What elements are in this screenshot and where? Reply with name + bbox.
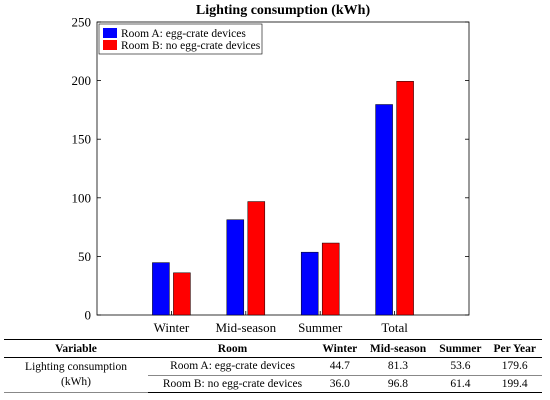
- bar-room-b-winter: [173, 272, 191, 316]
- bar-room-b-mid-season: [247, 201, 266, 316]
- mid-season-cell: 81.3: [362, 357, 434, 376]
- x-tick-label: Total: [381, 320, 408, 335]
- winter-cell: 36.0: [329, 377, 350, 390]
- x-axis: Winter Mid-season Summer Total: [154, 311, 408, 335]
- bar-room-a-winter: [152, 262, 170, 316]
- summer-cell: 53.6: [433, 357, 488, 376]
- per-year-cell: 179.6: [487, 357, 542, 376]
- data-table: Variable Room Winter Mid-season Summer P…: [4, 339, 542, 393]
- header-summer: Summer: [439, 343, 482, 355]
- legend-swatch-room-b: [103, 40, 117, 50]
- table-row: Lighting consumption (kWh) Room A: egg-c…: [4, 357, 542, 393]
- winter-cell: 44.7: [317, 357, 363, 376]
- y-tick-label: 250: [72, 15, 92, 30]
- legend-label-room-b: Room B: no egg-crate devices: [121, 40, 261, 52]
- y-tick-label: 50: [78, 249, 91, 264]
- bar-chart: Lighting consumption (kWh) 0 50 100 150 200 2…: [72, 3, 470, 335]
- legend-box: [98, 23, 263, 55]
- bar-room-b-total: [396, 81, 414, 316]
- room-cell: Room B: no egg-crate devices: [162, 377, 303, 390]
- mid-season-cell: 96.8: [387, 377, 409, 390]
- table-header-row: Variable Room Winter Mid-season Summer P…: [4, 339, 542, 358]
- variable-cell: Lighting consumption (kWh): [4, 357, 148, 393]
- x-tick-label: Summer: [298, 320, 343, 335]
- table-row: Room B: no egg-crate devices 36.0 96.8 6…: [4, 375, 542, 393]
- y-tick-label: 150: [72, 132, 92, 147]
- room-cell: Room A: egg-crate devices: [148, 357, 317, 376]
- per-year-cell: 199.4: [501, 377, 528, 390]
- x-tick-label: Winter: [154, 320, 190, 335]
- header-room: Room: [217, 343, 248, 355]
- header-per-year: Per Year: [493, 343, 536, 355]
- summer-cell: 61.4: [450, 377, 471, 390]
- legend-label-room-a: Room A: egg-crate devices: [121, 28, 246, 40]
- y-tick-label: 0: [85, 308, 92, 323]
- bar-room-a-mid-season: [226, 219, 245, 316]
- y-tick-label: 200: [72, 73, 92, 88]
- y-tick-label: 100: [72, 190, 92, 205]
- variable-line-2: (kWh): [60, 376, 91, 388]
- legend-swatch-room-a: [103, 28, 117, 38]
- x-tick-label: Mid-season: [215, 320, 276, 335]
- header-mid-season: Mid-season: [369, 343, 427, 355]
- variable-line-1: Lighting consumption: [25, 361, 127, 373]
- y-axis: 0 50 100 150 200 250: [72, 15, 469, 323]
- chart-title: Lighting consumption (kWh): [196, 3, 371, 18]
- bars: [152, 81, 414, 316]
- header-variable: Variable: [55, 343, 97, 355]
- header-winter: Winter: [322, 343, 358, 355]
- bar-room-a-total: [375, 104, 393, 316]
- bar-room-b-summer: [321, 242, 340, 316]
- legend: Room A: egg-crate devices Room B: no egg…: [98, 23, 263, 55]
- bar-room-a-summer: [300, 251, 319, 316]
